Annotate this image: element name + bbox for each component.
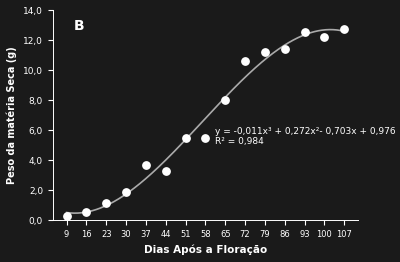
Point — [64, 214, 70, 218]
Point — [222, 98, 228, 102]
Point — [83, 210, 90, 214]
Point — [182, 136, 189, 140]
Point — [103, 201, 110, 205]
Text: B: B — [74, 19, 85, 33]
Point — [123, 190, 129, 194]
Text: y = -0,011x³ + 0,272x²- 0,703x + 0,976
R² = 0,984: y = -0,011x³ + 0,272x²- 0,703x + 0,976 R… — [214, 127, 395, 146]
Y-axis label: Peso da matéria Seca (g): Peso da matéria Seca (g) — [7, 46, 18, 184]
Point — [242, 59, 248, 63]
Point — [321, 35, 328, 39]
Point — [202, 136, 209, 140]
Point — [282, 47, 288, 52]
Point — [341, 27, 348, 31]
X-axis label: Dias Após a Floração: Dias Após a Floração — [144, 244, 267, 255]
Point — [262, 50, 268, 54]
Point — [301, 30, 308, 34]
Point — [143, 163, 149, 167]
Point — [162, 169, 169, 173]
